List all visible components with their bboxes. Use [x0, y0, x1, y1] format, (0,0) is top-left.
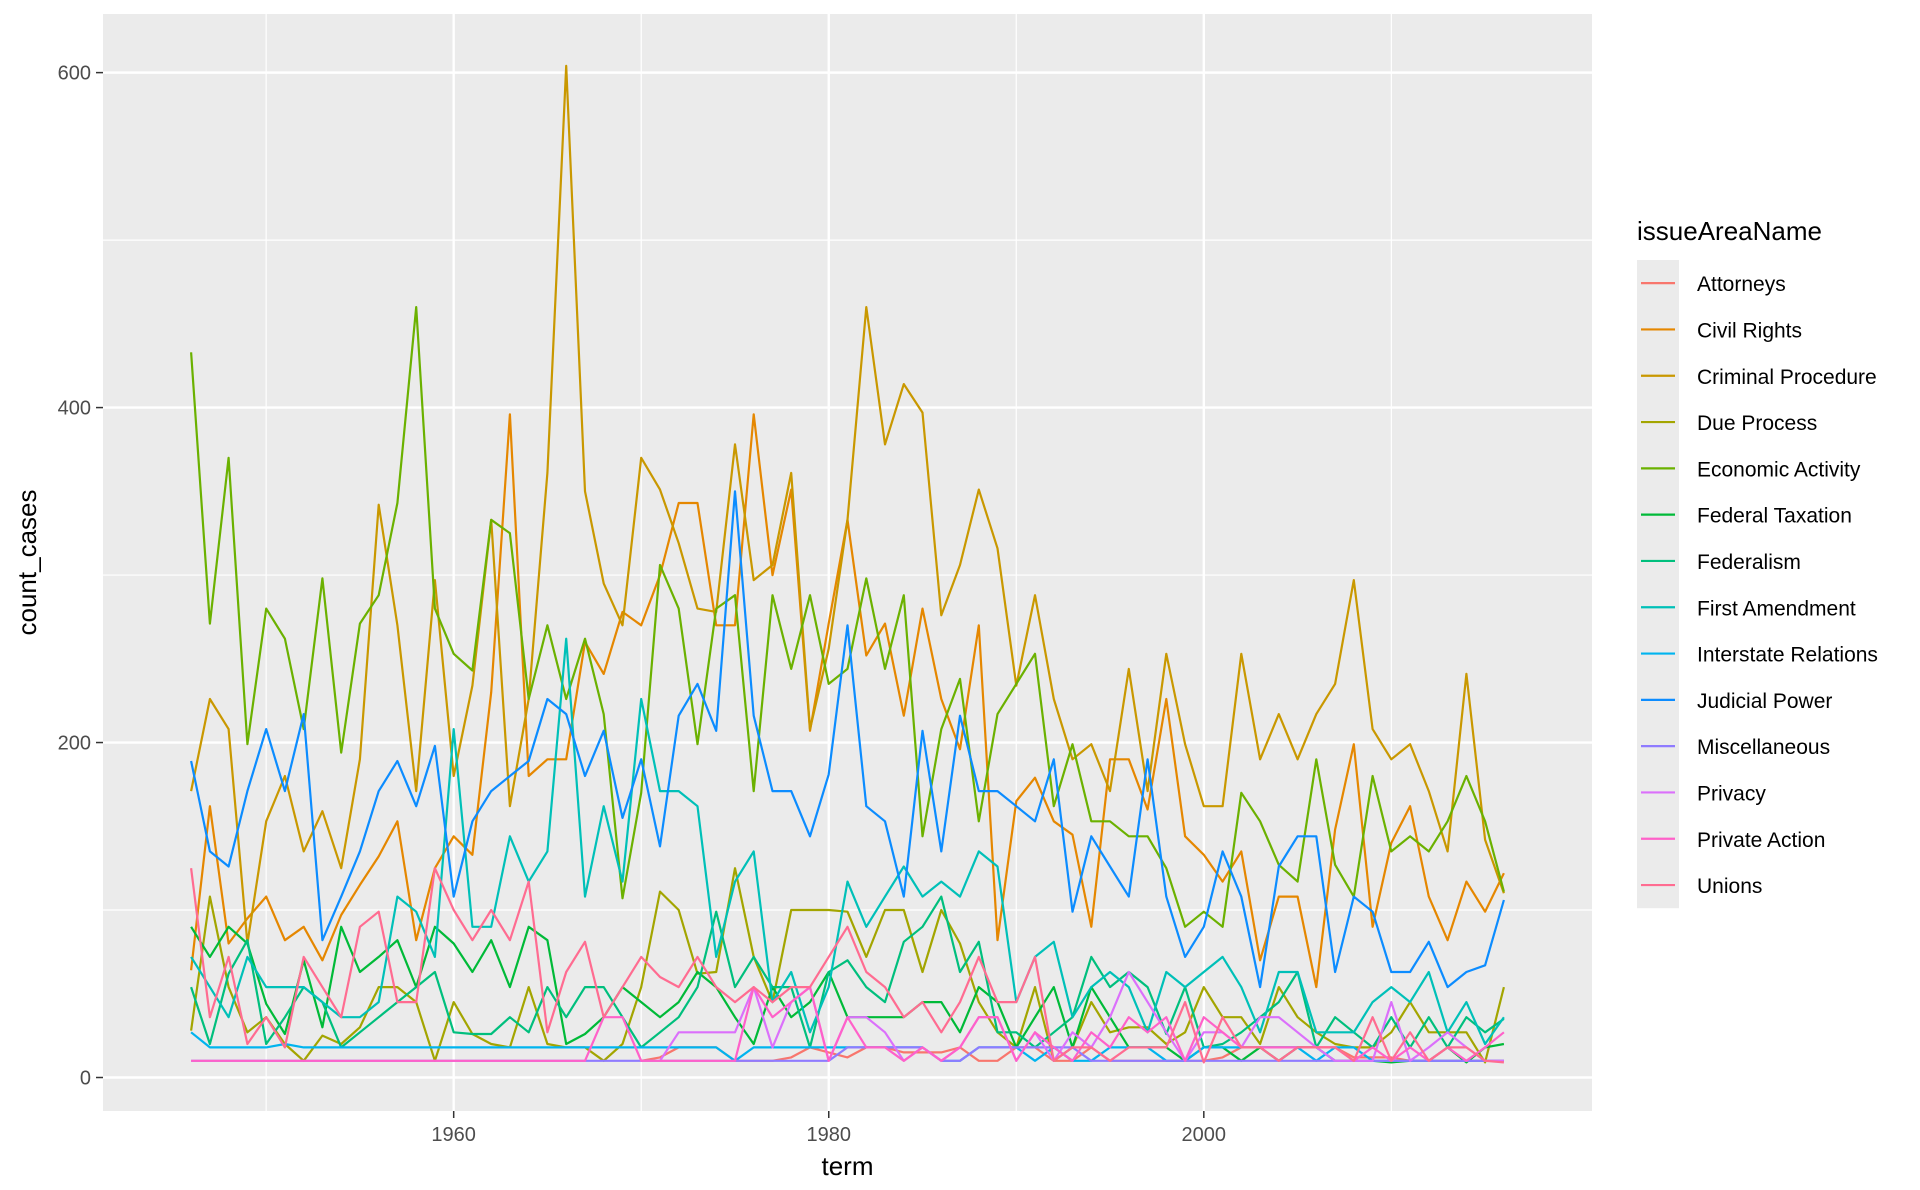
minor-gridlines: [103, 14, 1592, 1111]
legend-label-miscellaneous: Miscellaneous: [1697, 736, 1830, 759]
legend: Attorneys Civil Rights Criminal Procedure D…: [1637, 260, 1878, 909]
legend-label-due-process: Due Process: [1697, 412, 1817, 435]
legend-label-judicial-power: Judicial Power: [1697, 690, 1832, 713]
legend-label-interstate-relations: Interstate Relations: [1697, 644, 1878, 667]
legend-title: issueAreaName: [1637, 216, 1822, 246]
series-line-private-action: [191, 986, 1505, 1062]
series-line-criminal-procedure: [190, 64, 1505, 945]
x-tick-label: 2000: [1182, 1124, 1227, 1146]
series-line-first-amendment: [190, 637, 1505, 1046]
y-tick-label: 400: [58, 398, 91, 420]
series-line-unions: [190, 867, 1504, 1064]
legend-label-civil-rights: Civil Rights: [1697, 319, 1802, 342]
series-line-economic-activity: [190, 306, 1505, 928]
legend-label-private-action: Private Action: [1697, 829, 1825, 852]
y-axis: 0 200 400 600: [58, 63, 103, 1090]
series-line-due-process: [190, 867, 1505, 1064]
legend-key-background: [1637, 260, 1679, 909]
legend-label-first-amendment: First Amendment: [1697, 597, 1856, 620]
series-line-judicial-power: [190, 490, 1505, 989]
series-lines: [190, 64, 1505, 1064]
legend-label-economic-activity: Economic Activity: [1697, 458, 1861, 481]
x-axis-title: term: [822, 1151, 874, 1181]
legend-label-attorneys: Attorneys: [1697, 273, 1786, 296]
x-tick-label: 1980: [806, 1124, 851, 1146]
y-tick-label: 200: [58, 733, 91, 755]
legend-label-federal-taxation: Federal Taxation: [1697, 505, 1852, 528]
y-axis-title: count_cases: [12, 490, 42, 636]
legend-label-criminal-procedure: Criminal Procedure: [1697, 366, 1877, 389]
legend-label-federalism: Federalism: [1697, 551, 1801, 574]
panel-background: [103, 14, 1592, 1111]
x-axis: 1960 1980 2000: [431, 1111, 1226, 1146]
series-line-federalism: [190, 895, 1505, 1049]
legend-label-unions: Unions: [1697, 875, 1762, 898]
y-tick-label: 0: [80, 1068, 91, 1090]
legend-label-privacy: Privacy: [1697, 782, 1766, 805]
y-tick-label: 600: [58, 63, 91, 85]
x-tick-label: 1960: [431, 1124, 476, 1146]
